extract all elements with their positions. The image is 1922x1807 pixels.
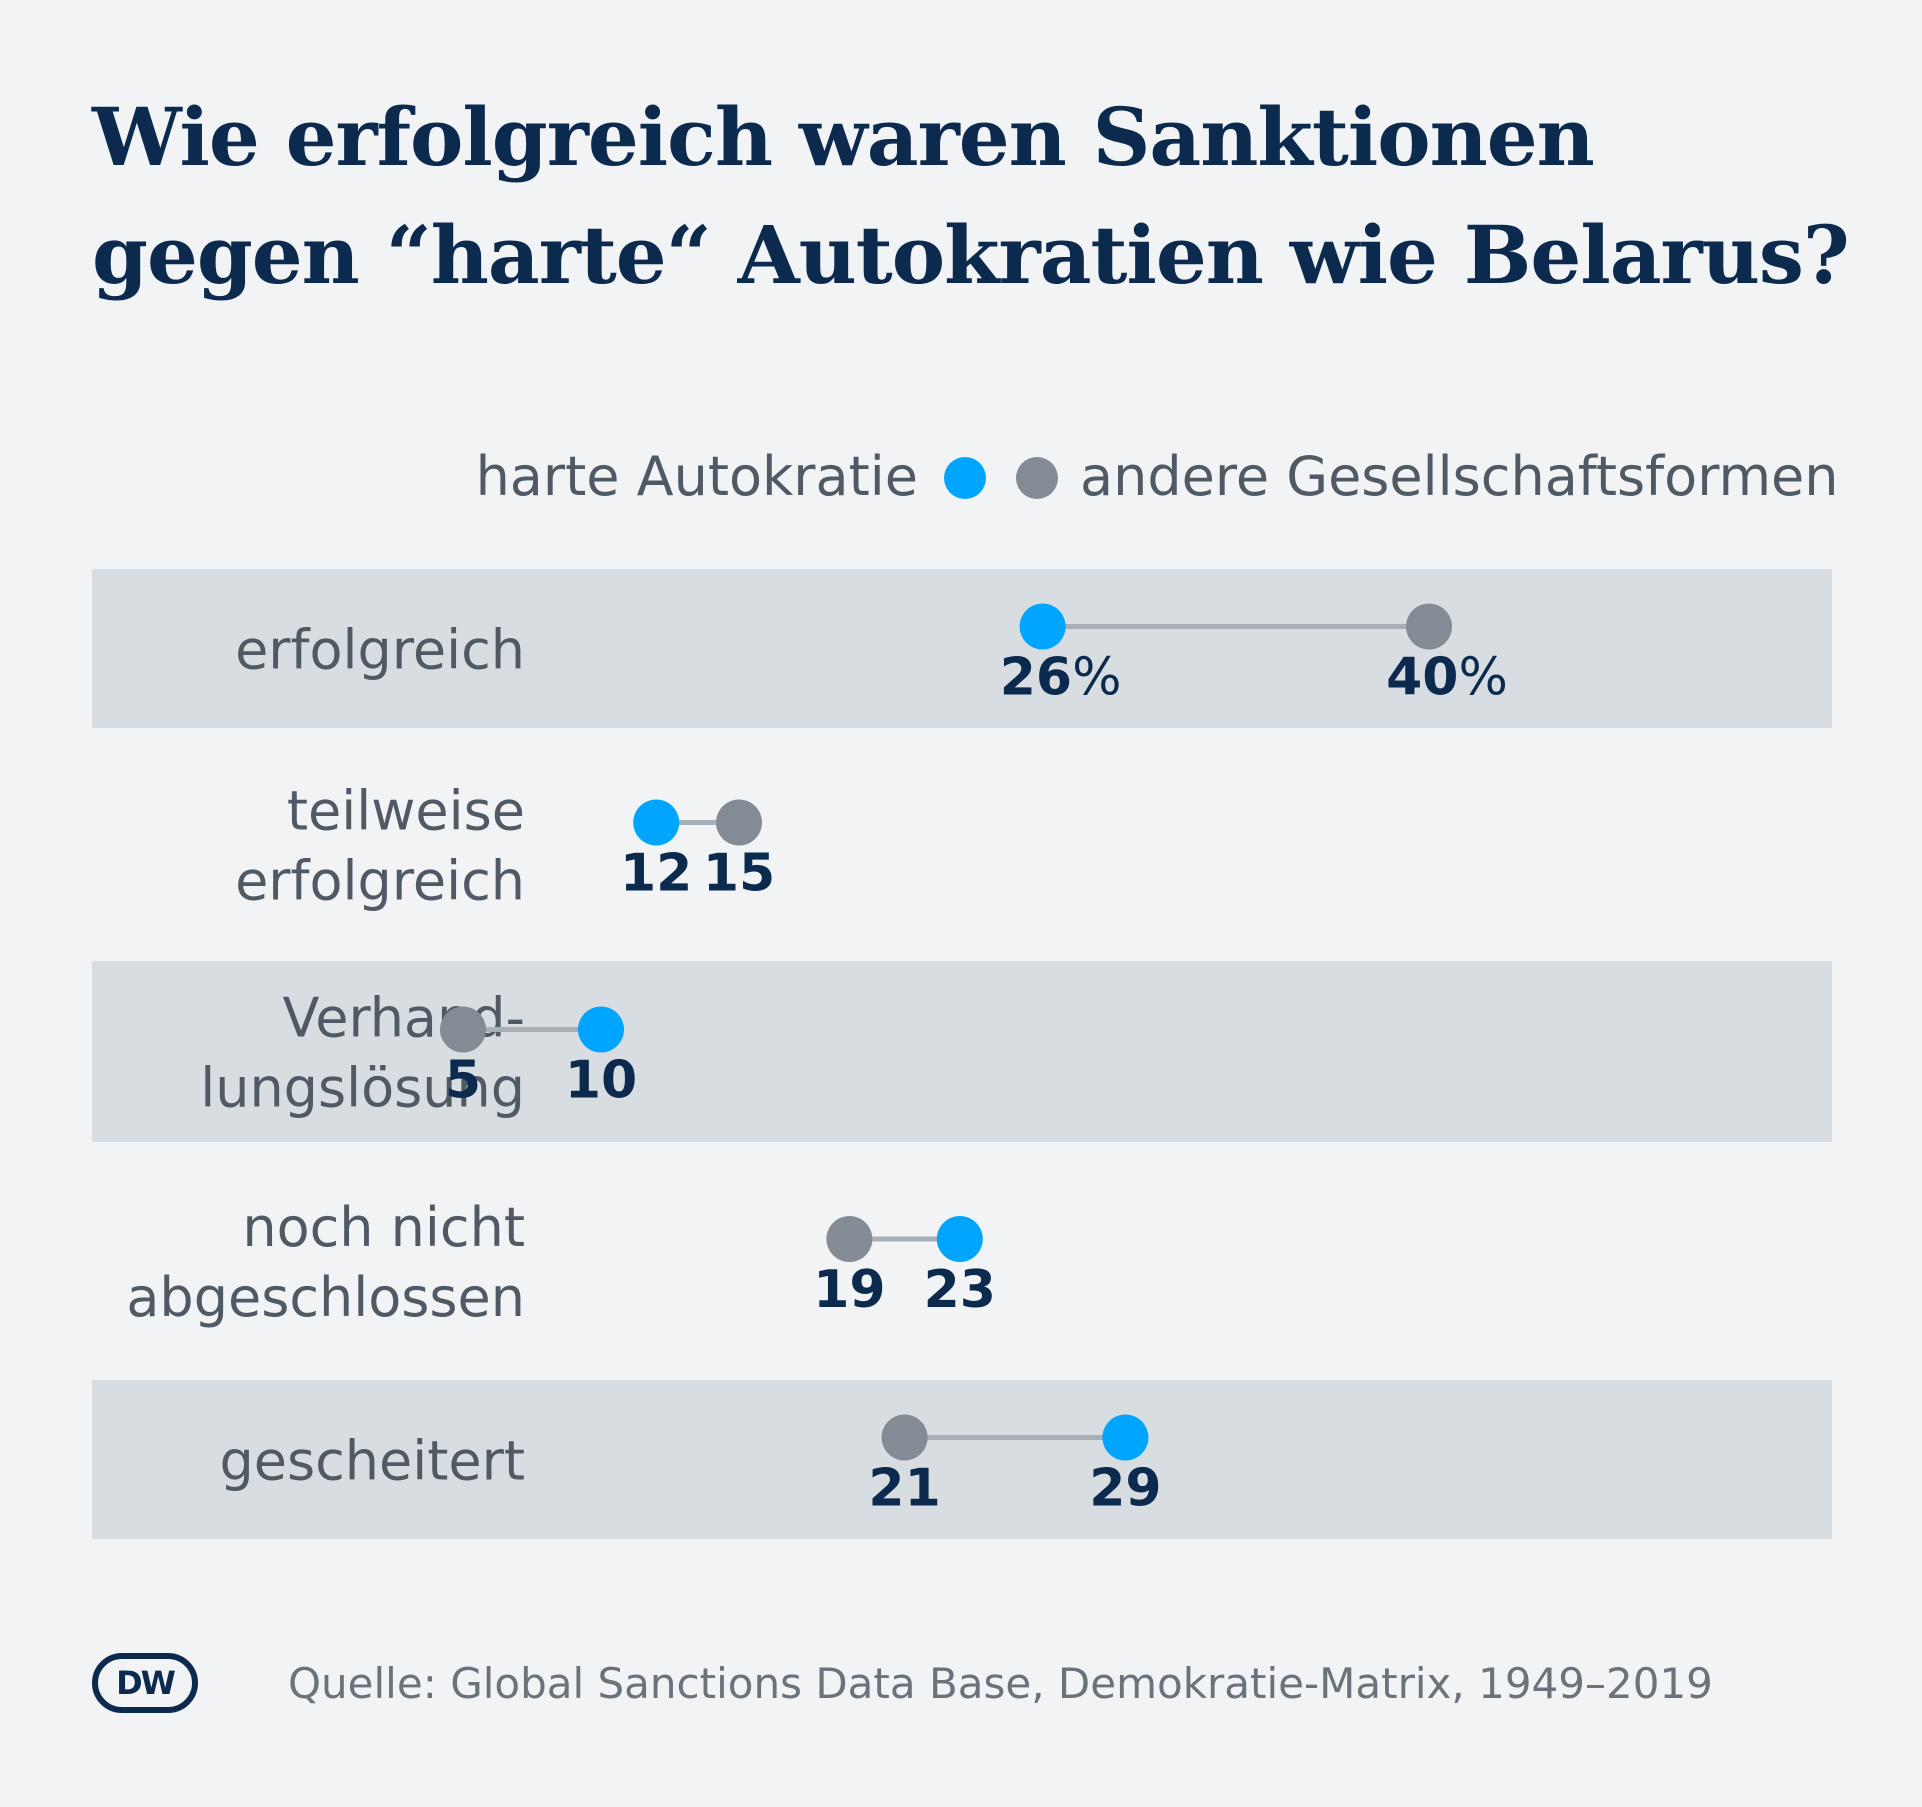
row-band [92, 569, 1832, 728]
value-label-andere-gesellschaftsformen: 5 [445, 1051, 481, 1111]
value-label-harte-autokratie: 10 [565, 1051, 637, 1111]
category-label: erfolgreich [235, 619, 525, 682]
legend: harte Autokratie andere Gesellschaftsfor… [476, 445, 1839, 508]
point-andere-gesellschaftsformen [1406, 603, 1452, 650]
category-label: Verhand-lungslösung [200, 987, 525, 1120]
row-1: teilweise erfolgreich 12 15 [235, 780, 775, 913]
legend-label-harte-autokratie: harte Autokratie [476, 445, 918, 508]
dw-logo-icon: DW [92, 1653, 198, 1713]
value-label-andere-gesellschaftsformen: 40% [1386, 648, 1508, 708]
row-3: noch nicht abgeschlossen 23 19 [126, 1196, 996, 1329]
point-andere-gesellschaftsformen [440, 1006, 486, 1053]
legend-dot-andere-gesellschaftsformen [1016, 457, 1058, 499]
value-label-andere-gesellschaftsformen: 21 [868, 1459, 940, 1519]
point-harte-autokratie [578, 1006, 624, 1053]
row-2: Verhand-lungslösung 10 5 [92, 961, 1832, 1142]
value-label-andere-gesellschaftsformen: 15 [703, 844, 775, 904]
chart-title: Wie erfolgreich waren Sanktionen gegen “… [92, 78, 1872, 314]
legend-label-andere-gesellschaftsformen: andere Gesellschaftsformen [1080, 445, 1839, 508]
point-harte-autokratie [633, 799, 680, 846]
point-andere-gesellschaftsformen [826, 1216, 873, 1262]
legend-dot-harte-autokratie [944, 457, 986, 499]
row-band [92, 1380, 1832, 1539]
source-note: Quelle: Global Sanctions Data Base, Demo… [288, 1658, 1713, 1708]
dumbbell-chart: harte Autokratie andere Gesellschaftsfor… [92, 445, 1839, 1539]
footer: DW Quelle: Global Sanctions Data Base, D… [92, 1648, 1713, 1718]
row-0: erfolgreich 26% 40% [92, 569, 1832, 728]
row-band [92, 961, 1832, 1142]
row-4: gescheitert 29 21 [92, 1380, 1832, 1539]
title-line-1: Wie erfolgreich waren Sanktionen [92, 90, 1595, 184]
point-andere-gesellschaftsformen [881, 1414, 928, 1461]
point-harte-autokratie [1102, 1414, 1149, 1461]
value-label-harte-autokratie: 12 [620, 844, 692, 904]
category-label: gescheitert [219, 1430, 525, 1493]
logo-text: DW [116, 1664, 176, 1702]
point-harte-autokratie [1019, 603, 1066, 650]
value-label-harte-autokratie: 26% [1000, 648, 1122, 708]
chart-rows: erfolgreich 26% 40%teilweise erfolgreich 12 1… [92, 569, 1832, 1539]
value-label-andere-gesellschaftsformen: 19 [813, 1260, 885, 1320]
point-harte-autokratie [936, 1216, 983, 1262]
title-line-2: gegen “harte“ Autokratien wie Belarus? [92, 208, 1850, 302]
category-label: noch nicht abgeschlossen [126, 1196, 525, 1329]
category-label: teilweise erfolgreich [235, 780, 525, 913]
value-label-harte-autokratie: 29 [1089, 1459, 1161, 1519]
value-label-harte-autokratie: 23 [924, 1260, 996, 1320]
point-andere-gesellschaftsformen [716, 799, 762, 846]
